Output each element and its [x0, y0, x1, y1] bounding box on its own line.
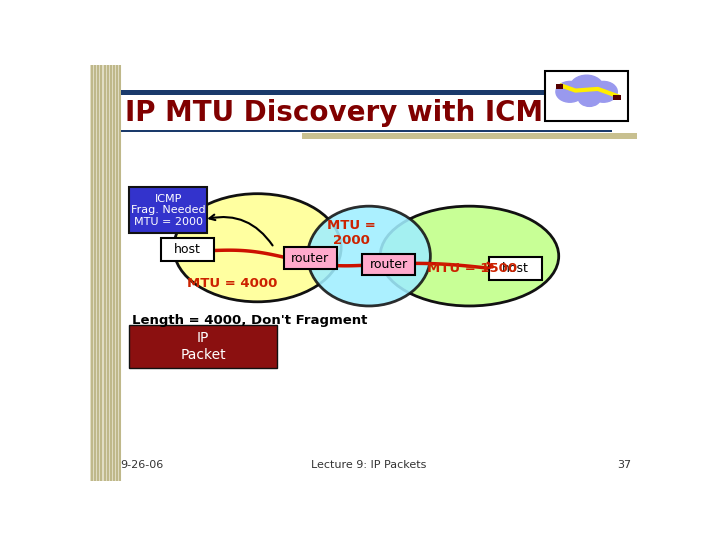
Text: MTU =
2000: MTU = 2000 [327, 219, 376, 247]
Ellipse shape [307, 206, 431, 306]
Circle shape [590, 82, 617, 102]
Text: host: host [174, 244, 201, 256]
FancyBboxPatch shape [129, 325, 277, 368]
Ellipse shape [380, 206, 559, 306]
Circle shape [578, 90, 600, 106]
Text: 37: 37 [617, 460, 631, 470]
FancyBboxPatch shape [302, 133, 637, 139]
Circle shape [556, 82, 584, 102]
Text: router: router [292, 252, 330, 265]
Text: 9-26-06: 9-26-06 [121, 460, 164, 470]
Text: Length = 4000, Don't Fragment: Length = 4000, Don't Fragment [132, 314, 367, 327]
FancyBboxPatch shape [613, 94, 621, 100]
Text: IP
Packet: IP Packet [180, 332, 226, 362]
FancyBboxPatch shape [161, 238, 214, 261]
Text: Lecture 9: IP Packets: Lecture 9: IP Packets [311, 460, 427, 470]
Circle shape [570, 75, 603, 100]
Text: host: host [502, 262, 528, 275]
FancyBboxPatch shape [90, 65, 121, 481]
FancyBboxPatch shape [121, 130, 612, 132]
Text: router: router [369, 258, 408, 271]
Text: MTU = 4000: MTU = 4000 [187, 276, 277, 289]
Text: IP MTU Discovery with ICMP: IP MTU Discovery with ICMP [125, 99, 563, 126]
Text: MTU = 1500: MTU = 1500 [427, 262, 517, 275]
FancyBboxPatch shape [284, 247, 337, 269]
FancyBboxPatch shape [129, 187, 207, 233]
FancyBboxPatch shape [556, 84, 563, 89]
FancyBboxPatch shape [545, 71, 629, 121]
Text: ICMP
Frag. Needed
MTU = 2000: ICMP Frag. Needed MTU = 2000 [131, 194, 205, 227]
FancyBboxPatch shape [362, 254, 415, 275]
FancyBboxPatch shape [489, 257, 541, 280]
FancyBboxPatch shape [121, 90, 612, 95]
Ellipse shape [174, 194, 341, 302]
